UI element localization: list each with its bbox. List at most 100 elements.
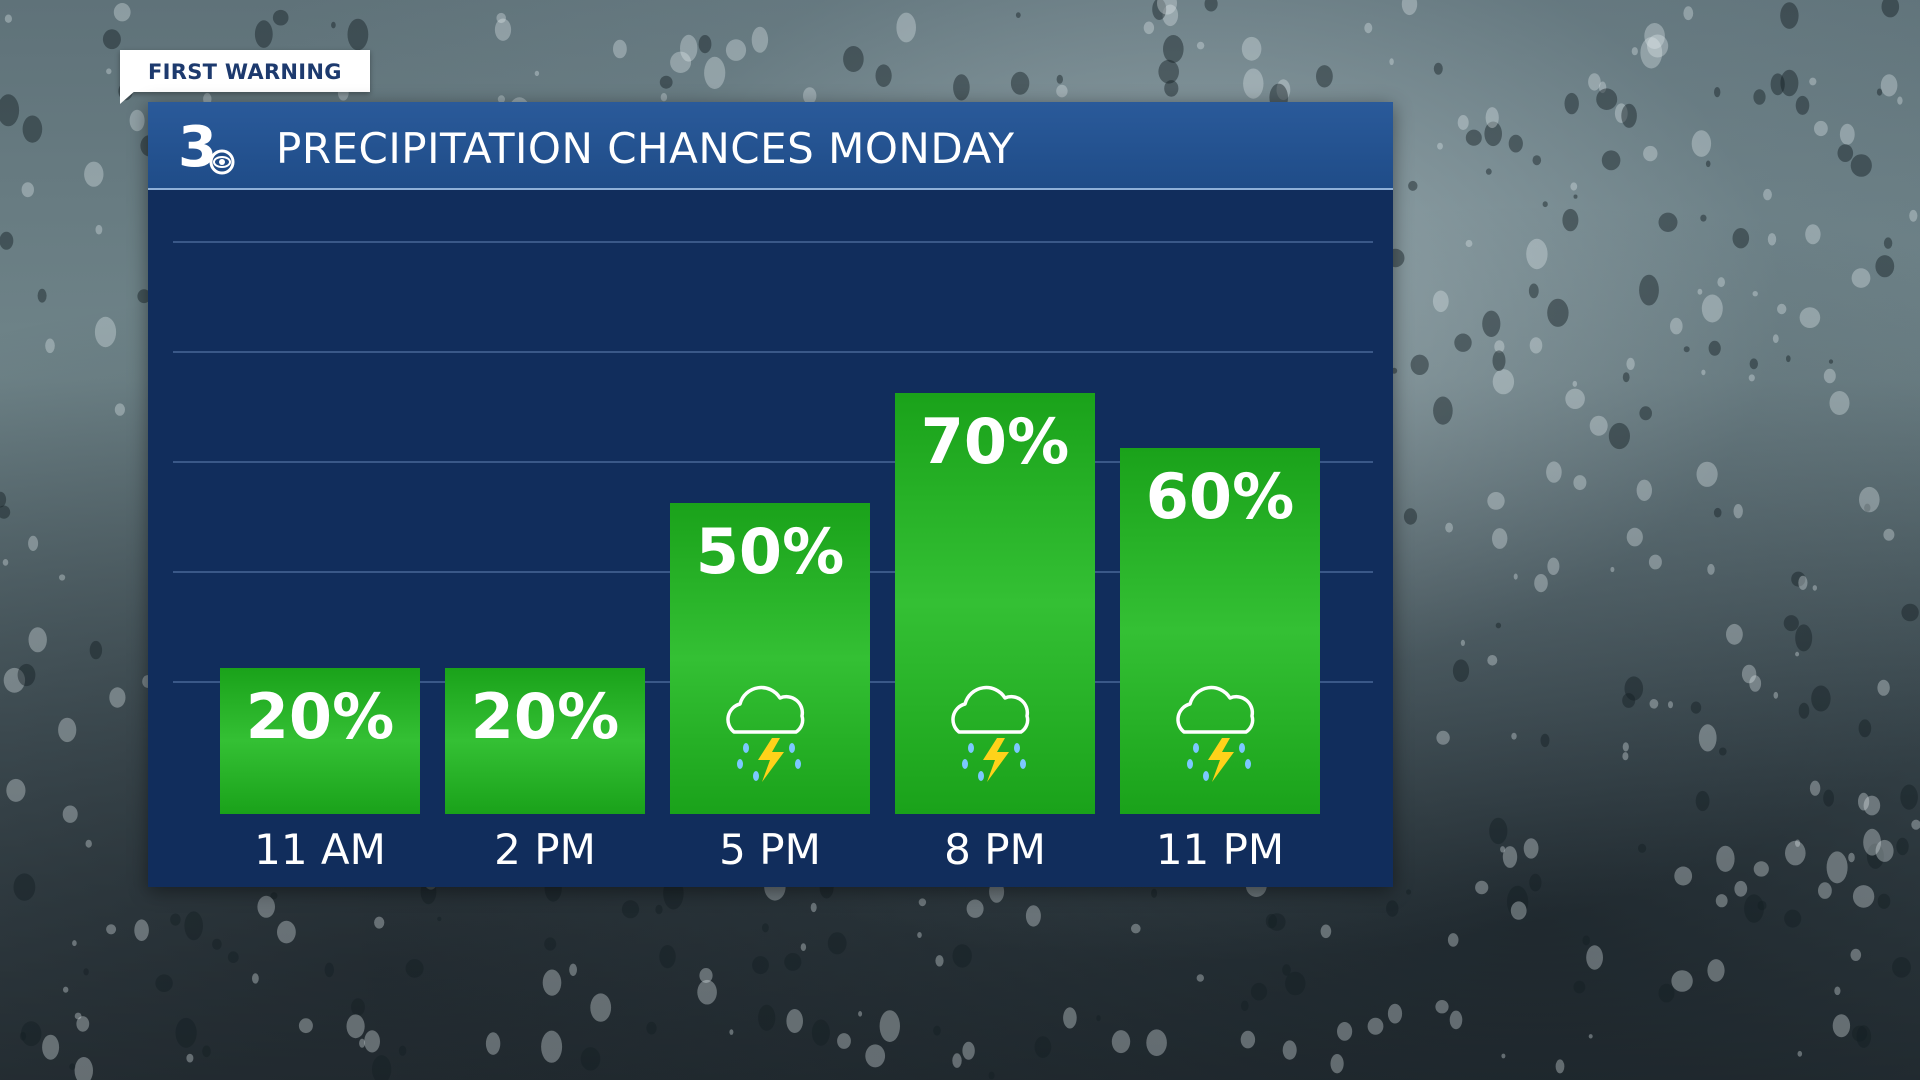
- rain-drop: [1622, 742, 1629, 752]
- rain-drop: [1547, 298, 1569, 327]
- rain-drop: [1626, 357, 1635, 370]
- rain-drop: [1863, 828, 1881, 856]
- rain-drop: [1433, 62, 1443, 75]
- rain-drop: [865, 1044, 886, 1068]
- rain-drop: [42, 1034, 60, 1060]
- rain-drop: [1644, 23, 1665, 49]
- rain-drop: [1772, 334, 1779, 343]
- rain-drop: [1250, 982, 1268, 1001]
- rain-drop: [1726, 623, 1743, 645]
- rain-drop: [1640, 37, 1663, 69]
- rain-drop: [1265, 913, 1277, 929]
- rain-drop: [1436, 730, 1450, 745]
- rain-drop: [496, 12, 507, 24]
- first-warning-badge: FIRST WARNING: [120, 50, 370, 92]
- rain-drop: [1683, 346, 1690, 353]
- rain-drop: [0, 491, 7, 508]
- first-warning-label: FIRST WARNING: [148, 60, 342, 84]
- rain-drop: [1614, 103, 1628, 123]
- thunderstorm-icon: [726, 685, 805, 782]
- rain-drop: [1547, 557, 1560, 575]
- rain-drop: [89, 640, 103, 660]
- rain-drop: [1744, 894, 1764, 923]
- channel-3-cbs-eye-logo-icon: 3: [178, 116, 235, 178]
- rain-drop: [1707, 959, 1725, 982]
- rain-drop: [1757, 900, 1767, 911]
- rain-drop: [1875, 255, 1895, 278]
- rain-drop: [2, 559, 9, 566]
- rain-drop: [1877, 679, 1890, 696]
- rain-drop: [1837, 144, 1854, 163]
- rain-drop: [1658, 212, 1678, 232]
- rain-drop: [346, 1014, 365, 1039]
- rain-drop: [1241, 36, 1262, 61]
- rain-drop: [1570, 182, 1578, 191]
- rain-drop: [1901, 603, 1919, 622]
- rain-drop: [1034, 1036, 1052, 1058]
- rain-drop: [1749, 675, 1762, 692]
- rain-drop: [1717, 277, 1725, 288]
- rain-drop: [1798, 702, 1810, 719]
- rain-drop: [1316, 65, 1333, 88]
- rain-drop: [704, 56, 726, 89]
- rain-drop: [1892, 957, 1911, 978]
- rain-drop: [1610, 566, 1615, 573]
- rain-drop: [1528, 283, 1539, 299]
- rain-drop: [270, 892, 278, 900]
- rain-drop: [1507, 885, 1529, 918]
- rain-drop: [1863, 795, 1881, 816]
- rain-drop: [1707, 563, 1715, 575]
- rain-drop: [1832, 1014, 1851, 1038]
- rain-drop: [1848, 852, 1855, 863]
- rain-drop: [1240, 1030, 1256, 1049]
- rain-drop: [1523, 838, 1539, 859]
- rain-drop: [621, 900, 640, 919]
- rain-drop: [803, 87, 817, 105]
- rain-drop: [1795, 651, 1800, 657]
- rain-drop: [347, 18, 369, 51]
- rain-drop: [1621, 103, 1637, 128]
- rain-drop: [1773, 691, 1779, 699]
- rain-drop: [1447, 933, 1459, 947]
- rain-drop: [1511, 732, 1517, 740]
- rain-drop: [1767, 233, 1777, 246]
- rain-drop: [1540, 733, 1550, 748]
- rain-drop: [45, 338, 55, 354]
- rain-drop: [109, 687, 126, 708]
- rain-drop: [1897, 96, 1903, 105]
- rain-drop: [1741, 664, 1757, 684]
- rain-drop: [0, 94, 20, 127]
- rain-drop: [544, 937, 557, 951]
- rain-drop: [1445, 522, 1453, 533]
- rain-drop: [1500, 846, 1506, 853]
- rain-drop: [1337, 1022, 1353, 1041]
- rain-drop: [1875, 839, 1894, 862]
- rain-drop: [1708, 340, 1721, 356]
- badge-tail: [120, 90, 136, 104]
- svg-text:3: 3: [178, 116, 217, 178]
- rain-drop: [660, 93, 668, 102]
- rain-drop: [1573, 475, 1587, 491]
- rain-drop: [1452, 659, 1470, 682]
- rain-drop: [1858, 719, 1872, 738]
- rain-drop: [1828, 359, 1834, 364]
- rain-drop: [784, 953, 802, 971]
- rain-drop: [1732, 228, 1750, 249]
- rain-drop: [74, 1057, 93, 1080]
- rain-drop: [1494, 340, 1505, 353]
- rain-drop: [1626, 527, 1643, 547]
- rain-drop: [58, 717, 77, 743]
- rain-drop: [1608, 422, 1630, 450]
- rain-drop: [953, 74, 970, 101]
- rain-drop: [1716, 845, 1735, 872]
- rain-drop: [1748, 374, 1755, 382]
- rain-drop: [1589, 415, 1608, 436]
- rain-drop: [1856, 1025, 1872, 1048]
- rain-drop: [590, 993, 612, 1022]
- rain-drop: [1565, 388, 1585, 409]
- thunderstorm-icon: [951, 685, 1030, 782]
- rain-drop: [1880, 74, 1898, 97]
- rain-drop: [129, 109, 145, 132]
- rain-drop: [1151, 888, 1158, 898]
- rain-drop: [83, 968, 89, 976]
